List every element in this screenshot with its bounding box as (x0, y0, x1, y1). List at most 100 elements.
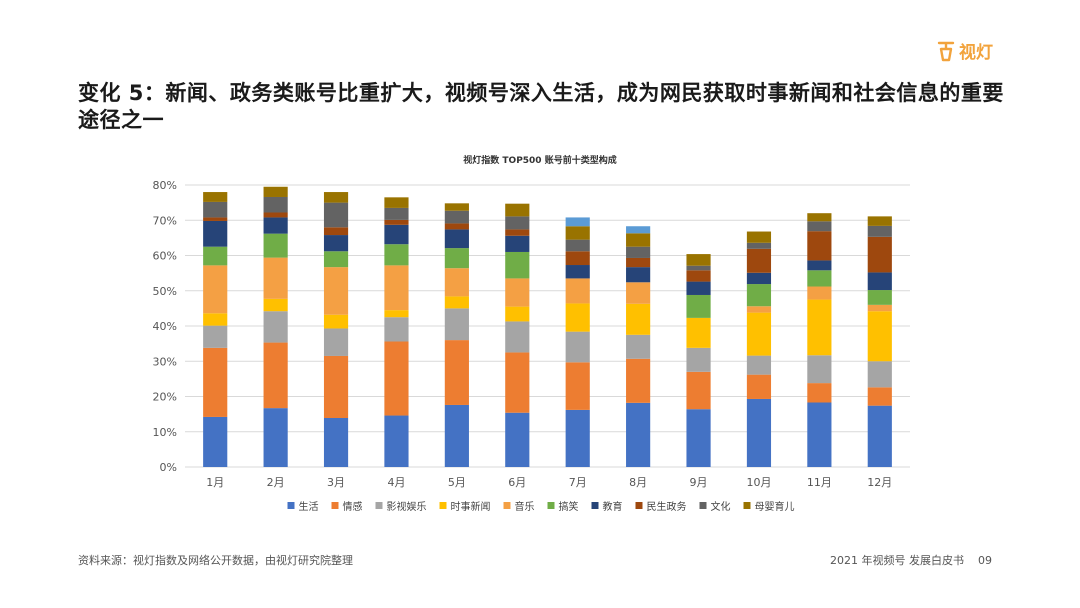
report-footer: 2021 年视频号 发展白皮书 09 (830, 552, 992, 568)
page-title: 变化 5：新闻、政务类账号比重扩大，视频号深入生活，成为网民获取时事新闻和社会信… (78, 81, 1004, 132)
bar-segment (746, 355, 772, 375)
bar-segment (746, 374, 772, 399)
bar-segment (746, 242, 772, 249)
y-tick-label: 20% (153, 391, 177, 404)
bar-segment (384, 224, 409, 245)
bar-segment (867, 216, 892, 226)
bar-segment (263, 196, 288, 213)
bar-segment (807, 260, 832, 271)
bar-segment (867, 225, 892, 237)
legend-swatch (743, 502, 751, 509)
bar-segment (807, 231, 832, 261)
bar-segment (203, 192, 228, 202)
stacked-bar-chart: 0% 10% 20% 30% 40% 50% 60% 70% 80% 1月 2月 3月 4月 5月 6月 7月… (153, 179, 910, 513)
legend-label: 时事新闻 (451, 500, 491, 513)
legend-swatch (547, 502, 555, 509)
bar-segment (263, 186, 288, 197)
bar-segment (444, 340, 469, 405)
y-tick-label: 30% (153, 355, 177, 368)
bar-segment (686, 347, 711, 372)
bar-segment (686, 294, 711, 318)
bar-segment (746, 284, 772, 307)
bar-segment (323, 328, 349, 356)
bar-segment (626, 246, 651, 258)
bar-segment (746, 398, 772, 467)
bar-segment (626, 334, 651, 359)
bar-segment (686, 371, 711, 410)
y-tick-label: 10% (153, 426, 177, 439)
bar-segment (626, 303, 651, 335)
bar-segment (263, 311, 288, 343)
bar-segment (505, 352, 530, 413)
bar-segment (565, 217, 590, 227)
brand-name: 视灯 (959, 43, 993, 63)
bar-segment (867, 361, 892, 388)
legend-swatch (699, 502, 707, 509)
bar-segment (626, 358, 651, 403)
x-tick-label: 12月 (867, 476, 892, 489)
y-tick-label: 70% (153, 214, 177, 227)
lamp-icon (937, 41, 955, 61)
bar-segment (867, 236, 892, 273)
bar-segment (807, 402, 832, 467)
bar-segment (384, 244, 409, 266)
bar-segment (867, 304, 892, 312)
bar-segment (565, 239, 590, 252)
legend-swatch (503, 502, 511, 509)
bar-segment (505, 203, 530, 217)
bar-segment (565, 409, 590, 467)
bar-segment (565, 265, 590, 279)
bar-segment (867, 272, 892, 291)
bar-segment (444, 404, 469, 467)
bar-segment (565, 303, 590, 332)
bar-segment (807, 383, 832, 403)
y-tick-label: 0% (160, 461, 177, 474)
bar-segment (263, 233, 288, 258)
bar-segment (263, 342, 288, 409)
bar-segment (565, 362, 590, 410)
bar-segment (263, 212, 288, 218)
bar-segment (626, 282, 651, 304)
bar-segment (384, 219, 409, 225)
bar-segment (807, 299, 832, 356)
legend-label: 教育 (603, 500, 623, 513)
bar-segment (807, 213, 832, 222)
bar-segment (444, 210, 469, 224)
bar-segment (323, 192, 349, 203)
bar-segment (505, 229, 530, 236)
bar-segment (323, 418, 349, 467)
legend-label: 母婴育儿 (755, 500, 795, 513)
bar-segment (867, 405, 892, 467)
bar-segment (384, 197, 409, 208)
bar-segment (263, 257, 288, 299)
bar-segment (323, 314, 349, 329)
bar-segment (203, 416, 228, 467)
bar-segment (203, 246, 228, 266)
bar-segment (807, 355, 832, 384)
y-tick-label: 40% (153, 320, 177, 333)
bar-segment (746, 231, 772, 243)
bar-segment (565, 278, 590, 304)
bar-segment (867, 290, 892, 305)
bar-segment (323, 227, 349, 236)
bar-segment (323, 251, 349, 268)
x-tick-label: 1月 (206, 476, 224, 489)
legend-label: 生活 (299, 500, 319, 513)
x-tick-label: 11月 (807, 476, 832, 489)
bar-segment (746, 306, 772, 313)
legend-label: 音乐 (515, 500, 535, 513)
bar-segment (203, 201, 228, 218)
bar-segment (626, 233, 651, 247)
x-tick-label: 5月 (448, 476, 466, 489)
bar-segment (505, 216, 530, 230)
bar-segment (565, 331, 590, 363)
source-note: 资料来源：视灯指数及网络公开数据，由视灯研究院整理 (78, 554, 353, 567)
bar-segment (686, 254, 711, 266)
bar-segment (384, 317, 409, 342)
bar-segment (686, 281, 711, 295)
bar-segment (203, 325, 228, 348)
bar-segment (807, 221, 832, 232)
x-tick-label: 9月 (690, 476, 708, 489)
bar-segment (626, 402, 651, 467)
page-number: 09 (978, 554, 992, 567)
